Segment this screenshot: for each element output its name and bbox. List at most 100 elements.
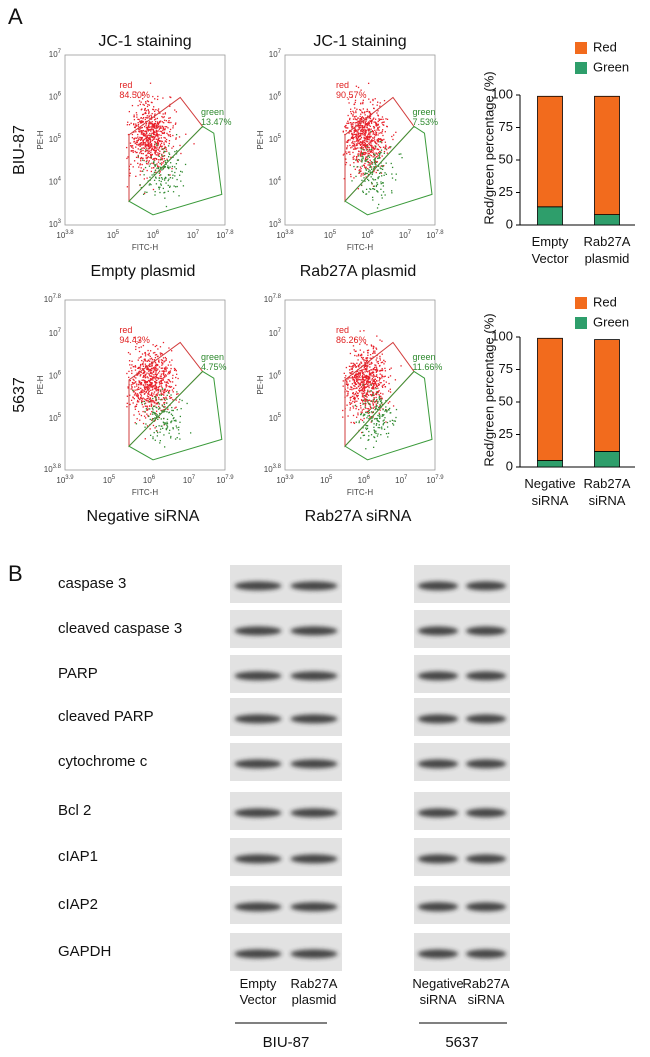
plot-caption: Negative siRNA <box>87 508 200 525</box>
red-event <box>143 109 146 111</box>
red-event <box>353 133 356 135</box>
red-event <box>368 128 370 131</box>
red-event <box>366 344 368 346</box>
tick-base: 10 <box>49 329 58 338</box>
red-event <box>377 391 380 393</box>
red-event <box>373 107 375 110</box>
red-event <box>156 125 158 127</box>
red-event <box>361 371 363 373</box>
red-event <box>365 131 367 133</box>
green-event <box>375 185 378 188</box>
red-event <box>164 368 166 370</box>
green-event <box>177 429 180 431</box>
band <box>290 671 338 681</box>
red-event <box>141 359 143 362</box>
red-event <box>346 145 349 147</box>
tick-label: 106 <box>269 91 282 102</box>
red-event <box>357 385 360 387</box>
red-event <box>144 365 147 367</box>
red-event <box>185 133 187 135</box>
red-event <box>359 144 362 146</box>
red-event <box>137 144 140 146</box>
red-event <box>150 116 153 119</box>
red-event <box>366 410 368 413</box>
green-event <box>140 187 142 189</box>
red-event <box>135 125 137 127</box>
red-event <box>162 116 164 119</box>
green-event <box>155 414 157 416</box>
green-event <box>155 183 158 185</box>
band <box>234 808 282 818</box>
red-event <box>133 126 136 128</box>
red-event <box>154 141 156 143</box>
red-event <box>165 148 167 151</box>
red-event <box>349 122 352 124</box>
red-event <box>364 375 366 377</box>
green-event <box>363 173 366 176</box>
red-event <box>173 387 175 389</box>
red-event <box>155 344 158 347</box>
red-event <box>346 404 348 406</box>
green-event <box>374 154 376 156</box>
red-event <box>157 149 160 151</box>
red-event <box>143 415 146 417</box>
red-event <box>135 112 138 114</box>
green-event <box>176 436 178 439</box>
green-event <box>163 411 165 413</box>
red-event <box>146 413 148 415</box>
red-event <box>364 371 366 373</box>
green-event <box>158 425 160 427</box>
red-event <box>130 384 133 386</box>
red-event <box>379 382 381 384</box>
red-event <box>142 121 144 123</box>
red-event <box>358 150 360 153</box>
red-event <box>381 375 383 377</box>
green-event <box>375 440 377 442</box>
red-event <box>389 375 392 377</box>
red-event <box>349 380 351 382</box>
plot-frame <box>284 54 436 226</box>
red-event <box>368 385 370 387</box>
red-event <box>139 152 141 154</box>
red-event <box>151 399 153 401</box>
red-event <box>356 392 359 394</box>
red-event <box>152 128 154 130</box>
red-event <box>348 365 351 367</box>
band <box>417 808 459 818</box>
green-event <box>367 401 369 403</box>
red-event <box>381 385 383 387</box>
red-event <box>174 368 177 371</box>
red-event <box>360 175 362 177</box>
legend-swatch <box>575 297 587 309</box>
red-event <box>149 360 151 362</box>
green-event <box>395 416 397 419</box>
red-event <box>138 367 140 370</box>
red-event <box>161 153 163 156</box>
green-event <box>159 407 161 409</box>
red-event <box>362 395 365 397</box>
red-event <box>359 118 361 120</box>
red-event <box>148 352 150 355</box>
red-event <box>131 364 133 366</box>
green-event <box>143 400 146 403</box>
red-event <box>392 134 395 136</box>
green-event <box>142 193 145 195</box>
red-event <box>147 377 149 379</box>
red-event <box>364 125 366 127</box>
green-event <box>166 423 169 425</box>
red-event <box>353 155 355 157</box>
red-event <box>168 140 171 142</box>
red-event <box>162 373 164 375</box>
red-event <box>147 125 150 127</box>
red-event <box>146 395 149 397</box>
red-event <box>344 163 347 166</box>
red-event <box>149 398 152 400</box>
red-event <box>373 398 375 400</box>
red-event <box>360 118 362 120</box>
red-event <box>154 362 157 364</box>
red-event <box>144 417 147 419</box>
red-event <box>144 402 147 404</box>
green-event <box>367 390 369 392</box>
red-event <box>372 404 374 406</box>
red-event <box>170 367 172 370</box>
